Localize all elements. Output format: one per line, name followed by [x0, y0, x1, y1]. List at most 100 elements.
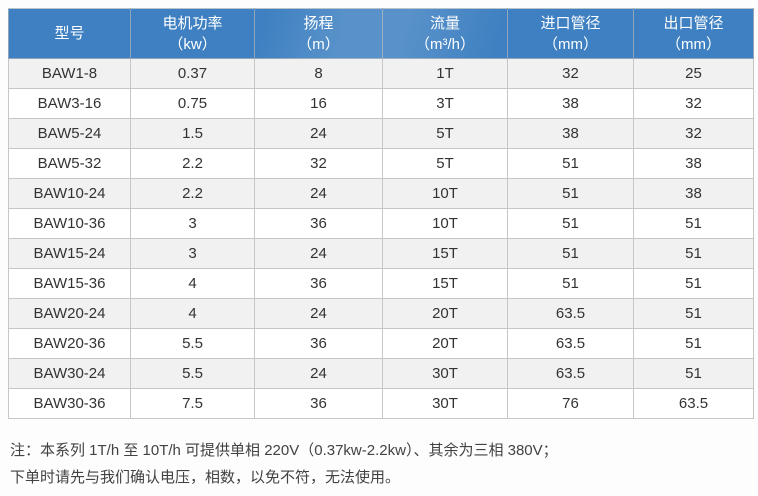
- table-row: BAW15-36 4 36 15T 51 51: [8, 268, 754, 299]
- value-cell: 10T: [382, 178, 508, 209]
- value-cell: 51: [633, 268, 754, 299]
- value-cell: 36: [254, 268, 383, 299]
- column-label: 出口管径: [663, 14, 724, 32]
- table-row: BAW5-32 2.2 32 5T 51 38: [8, 148, 754, 179]
- value-cell: 51: [507, 238, 634, 269]
- column-unit: （kw）: [168, 35, 217, 53]
- value-cell: 63.5: [507, 328, 634, 359]
- value-cell: 51: [633, 358, 754, 389]
- value-cell: 38: [633, 148, 754, 179]
- column-header-head: 扬程 （m）: [254, 8, 383, 59]
- model-cell: BAW10-36: [8, 208, 131, 239]
- value-cell: 5T: [382, 148, 508, 179]
- value-cell: 63.5: [507, 298, 634, 329]
- table-row: BAW1-8 0.37 8 1T 32 25: [8, 58, 754, 89]
- value-cell: 20T: [382, 298, 508, 329]
- value-cell: 36: [254, 328, 383, 359]
- value-cell: 38: [507, 118, 634, 149]
- value-cell: 38: [633, 178, 754, 209]
- value-cell: 24: [254, 358, 383, 389]
- value-cell: 51: [633, 238, 754, 269]
- value-cell: 51: [507, 148, 634, 179]
- value-cell: 3T: [382, 88, 508, 119]
- value-cell: 51: [507, 178, 634, 209]
- footnote-line-1: 注：本系列 1T/h 至 10T/h 可提供单相 220V（0.37kw-2.2…: [10, 442, 558, 459]
- value-cell: 4: [130, 298, 255, 329]
- value-cell: 32: [254, 148, 383, 179]
- model-cell: BAW30-24: [8, 358, 131, 389]
- value-cell: 8: [254, 58, 383, 89]
- table-body: BAW1-8 0.37 8 1T 32 25 BAW3-16 0.75 16 3T 38 32 BAW5…: [8, 58, 754, 419]
- column-unit: （mm）: [666, 35, 721, 53]
- value-cell: 2.2: [130, 148, 255, 179]
- value-cell: 51: [633, 328, 754, 359]
- value-cell: 63.5: [633, 388, 754, 419]
- column-unit: （m）: [297, 35, 340, 53]
- column-label: 流量: [429, 14, 460, 32]
- column-label: 扬程: [303, 14, 334, 32]
- value-cell: 36: [254, 208, 383, 239]
- value-cell: 24: [254, 238, 383, 269]
- model-cell: BAW3-16: [8, 88, 131, 119]
- column-label: 进口管径: [540, 14, 601, 32]
- value-cell: 32: [507, 58, 634, 89]
- value-cell: 32: [633, 118, 754, 149]
- header-row: 型号 电机功率 （kw） 扬程 （m） 流量 （m³/h） 进口管径 （mm） …: [8, 8, 754, 59]
- model-cell: BAW15-24: [8, 238, 131, 269]
- value-cell: 3: [130, 208, 255, 239]
- pump-spec-table: 型号 电机功率 （kw） 扬程 （m） 流量 （m³/h） 进口管径 （mm） …: [8, 8, 754, 419]
- value-cell: 7.5: [130, 388, 255, 419]
- value-cell: 4: [130, 268, 255, 299]
- table-row: BAW15-24 3 24 15T 51 51: [8, 238, 754, 269]
- value-cell: 1.5: [130, 118, 255, 149]
- value-cell: 76: [507, 388, 634, 419]
- value-cell: 24: [254, 118, 383, 149]
- value-cell: 25: [633, 58, 754, 89]
- column-label: 电机功率: [162, 14, 223, 32]
- table-row: BAW3-16 0.75 16 3T 38 32: [8, 88, 754, 119]
- value-cell: 51: [507, 208, 634, 239]
- value-cell: 63.5: [507, 358, 634, 389]
- value-cell: 51: [633, 298, 754, 329]
- column-header-flow: 流量 （m³/h）: [382, 8, 508, 59]
- value-cell: 5.5: [130, 328, 255, 359]
- table-row: BAW5-24 1.5 24 5T 38 32: [8, 118, 754, 149]
- table-row: BAW30-24 5.5 24 30T 63.5 51: [8, 358, 754, 389]
- table-row: BAW10-24 2.2 24 10T 51 38: [8, 178, 754, 209]
- column-unit: （m³/h）: [414, 35, 475, 53]
- model-cell: BAW20-36: [8, 328, 131, 359]
- model-cell: BAW10-24: [8, 178, 131, 209]
- value-cell: 36: [254, 388, 383, 419]
- table-row: BAW10-36 3 36 10T 51 51: [8, 208, 754, 239]
- value-cell: 1T: [382, 58, 508, 89]
- value-cell: 3: [130, 238, 255, 269]
- footnote: 注：本系列 1T/h 至 10T/h 可提供单相 220V（0.37kw-2.2…: [10, 437, 750, 491]
- value-cell: 51: [633, 208, 754, 239]
- value-cell: 20T: [382, 328, 508, 359]
- column-header-outlet-diameter: 出口管径 （mm）: [633, 8, 754, 59]
- model-cell: BAW5-24: [8, 118, 131, 149]
- table-row: BAW30-36 7.5 36 30T 76 63.5: [8, 388, 754, 419]
- model-cell: BAW20-24: [8, 298, 131, 329]
- value-cell: 38: [507, 88, 634, 119]
- value-cell: 15T: [382, 268, 508, 299]
- column-label: 型号: [54, 25, 85, 42]
- value-cell: 24: [254, 298, 383, 329]
- value-cell: 30T: [382, 388, 508, 419]
- value-cell: 32: [633, 88, 754, 119]
- model-cell: BAW30-36: [8, 388, 131, 419]
- value-cell: 2.2: [130, 178, 255, 209]
- value-cell: 5.5: [130, 358, 255, 389]
- value-cell: 24: [254, 178, 383, 209]
- value-cell: 15T: [382, 238, 508, 269]
- model-cell: BAW5-32: [8, 148, 131, 179]
- footnote-line-2: 下单时请先与我们确认电压，相数，以免不符，无法使用。: [10, 469, 401, 486]
- column-header-power: 电机功率 （kw）: [130, 8, 255, 59]
- value-cell: 16: [254, 88, 383, 119]
- value-cell: 5T: [382, 118, 508, 149]
- column-unit: （mm）: [543, 35, 598, 53]
- table-row: BAW20-36 5.5 36 20T 63.5 51: [8, 328, 754, 359]
- value-cell: 0.37: [130, 58, 255, 89]
- value-cell: 0.75: [130, 88, 255, 119]
- value-cell: 30T: [382, 358, 508, 389]
